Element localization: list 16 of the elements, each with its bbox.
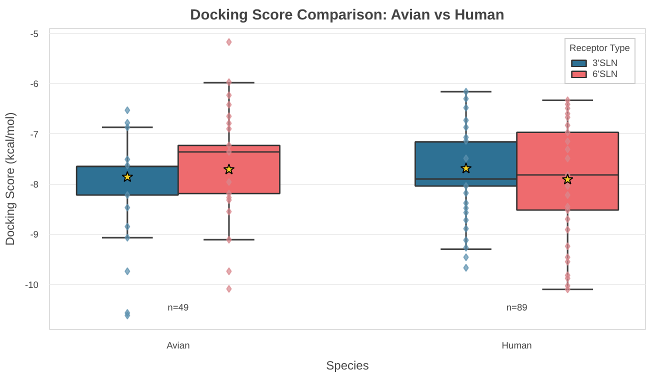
y-axis-title: Docking Score (kcal/mol) — [3, 112, 18, 246]
y-tick-label: -10 — [25, 280, 38, 290]
annotation: n=89 — [506, 302, 528, 312]
y-tick-label: -7 — [30, 129, 39, 140]
y-tick-label: -8 — [30, 180, 39, 190]
x-tick-label: Human — [502, 340, 532, 350]
x-tick-label: Avian — [166, 340, 190, 350]
legend-title: Receptor Type — [570, 43, 630, 53]
chart-title: Docking Score Comparison: Avian vs Human — [190, 8, 504, 24]
legend-label: 6'SLN — [592, 69, 618, 79]
annotation: n=49 — [168, 302, 189, 312]
y-tick-label: -9 — [30, 230, 39, 240]
y-tick-label: -5 — [30, 29, 39, 40]
y-tick-label: -6 — [30, 79, 39, 90]
x-axis-title: Species — [326, 358, 369, 372]
legend-label: 3'SLN — [592, 58, 618, 68]
